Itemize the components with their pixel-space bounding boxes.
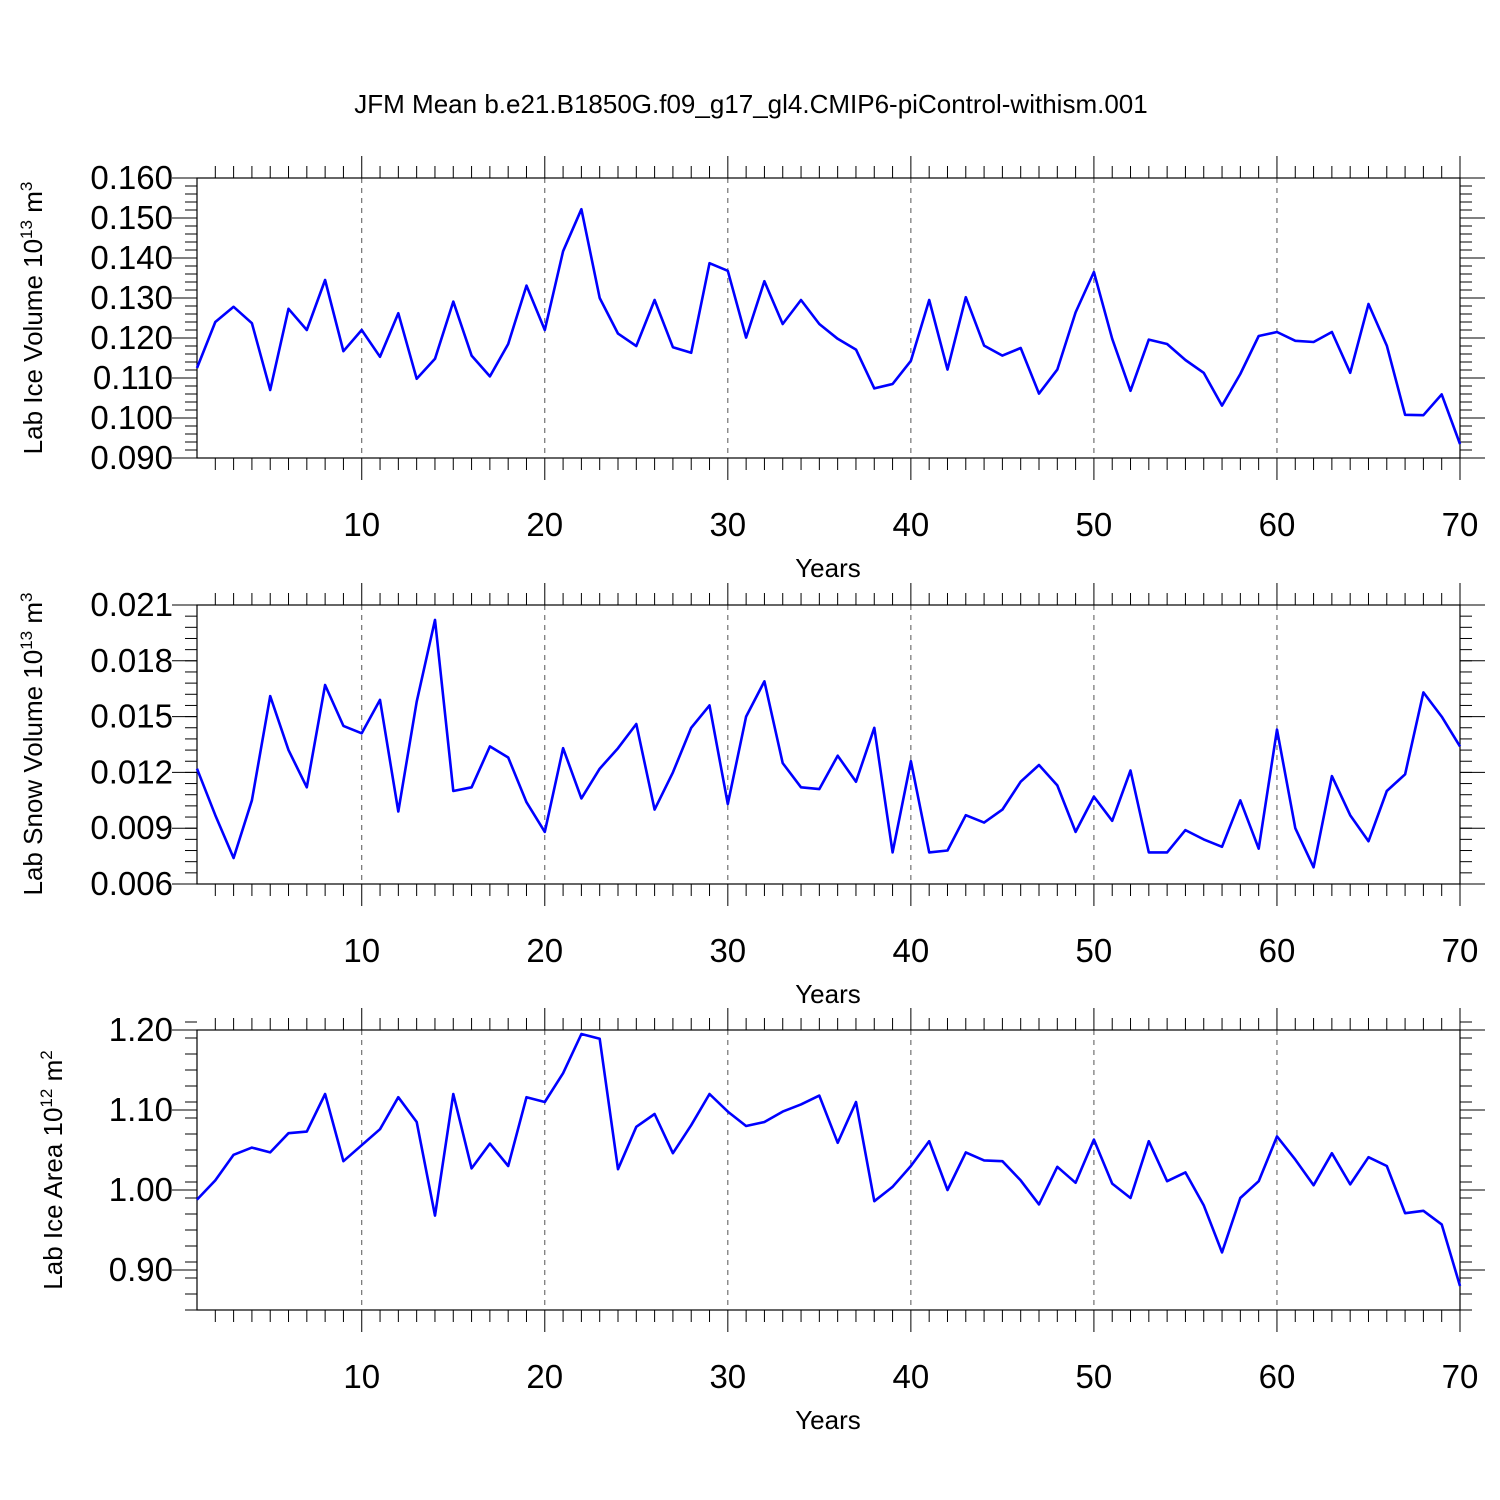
panel-snow-volume: Lab Snow Volume 1013 m3 Years 0.006 0.009… [17,583,1485,1009]
x-tick-label: 60 [1259,1358,1296,1395]
y-tick-label: 0.018 [90,642,173,679]
y-tick-label: 1.10 [109,1091,173,1128]
panel-ice-volume: Lab Ice Volume 1013 m3 Years 0.0900.1000… [17,156,1485,583]
x-tick-label: 70 [1442,506,1479,543]
x-axis-label: Years [795,1405,861,1435]
series-line [196,1032,1462,1287]
x-tick-label: 20 [526,932,563,969]
x-tick-label: 30 [709,506,746,543]
x-tick-label: 20 [526,506,563,543]
x-axis-label: Years [795,979,861,1009]
x-tick-label: 30 [709,1358,746,1395]
y-tick-label: 0.015 [90,698,173,735]
plot-frame [196,177,1461,459]
y-tick-label: 0.160 [90,159,173,196]
series-line [195,618,1462,869]
y-tick-label: 0.140 [90,239,173,276]
y-tick-label: 1.20 [109,1011,173,1048]
y-axis-label: Lab Ice Area 1012 m2 [37,1050,68,1289]
figure-title: JFM Mean b.e21.B1850G.f09_g17_gl4.CMIP6-… [354,89,1147,119]
x-tick-label: 10 [343,506,380,543]
y-tick-label: 0.090 [90,439,173,476]
x-tick-label: 70 [1442,1358,1479,1395]
y-tick-label: 0.009 [90,809,173,846]
x-axis-label: Years [795,553,861,583]
y-axis-label: Lab Ice Volume 1013 m3 [17,182,48,455]
x-tick-label: 60 [1259,506,1296,543]
y-tick-label: 0.120 [90,319,173,356]
x-tick-label: 50 [1076,932,1113,969]
y-tick-label: 0.90 [109,1251,173,1288]
y-tick-label: 0.150 [90,199,173,236]
series-line [195,207,1462,445]
x-tick-label: 40 [893,506,930,543]
x-tick-label: 70 [1442,932,1479,969]
y-tick-label: 0.130 [90,279,173,316]
x-tick-label: 30 [709,932,746,969]
x-tick-label: 60 [1259,932,1296,969]
x-tick-label: 10 [343,932,380,969]
plot-frame [196,1029,1461,1311]
y-tick-label: 0.006 [90,865,173,902]
x-tick-label: 40 [893,1358,930,1395]
y-tick-label: 0.100 [90,399,173,436]
x-tick-label: 10 [343,1358,380,1395]
y-tick-label: 0.021 [90,586,173,623]
x-tick-label: 50 [1076,506,1113,543]
x-tick-label: 50 [1076,1358,1113,1395]
y-tick-label: 0.110 [93,359,173,396]
y-tick-label: 0.012 [90,753,173,790]
y-tick-label: 1.00 [109,1171,173,1208]
x-tick-label: 20 [526,1358,563,1395]
y-axis-label: Lab Snow Volume 1013 m3 [17,592,48,895]
panel-ice-area: Lab Ice Area 1012 m2 Years 0.90 1.00 1.10 1… [37,1008,1485,1435]
x-tick-label: 40 [893,932,930,969]
